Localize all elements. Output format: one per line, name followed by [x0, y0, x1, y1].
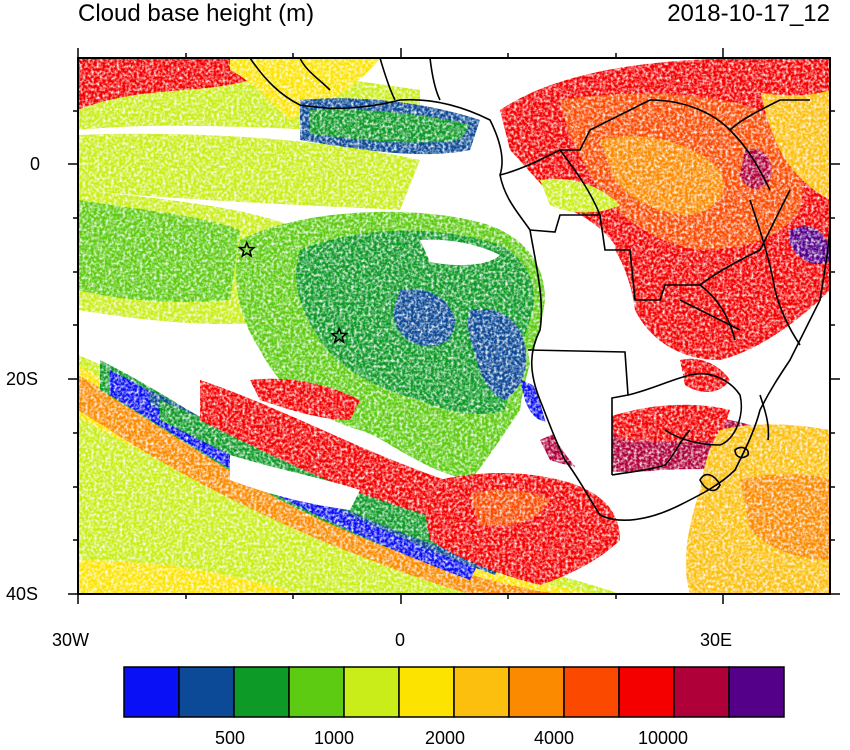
colorbar-box — [673, 666, 730, 718]
colorbar-box — [728, 666, 785, 718]
colorbar-box — [618, 666, 675, 718]
map-frame — [77, 57, 831, 595]
colorbar-label: 10000 — [638, 728, 689, 748]
colorbar-box — [288, 666, 345, 718]
x-tick-label: 0 — [395, 630, 406, 650]
y-tick-label: 0 — [30, 154, 41, 174]
x-tick-label: 30E — [700, 630, 733, 650]
star-markers — [237, 240, 349, 344]
star-marker-1 — [237, 240, 256, 258]
axis-ticks — [68, 48, 840, 604]
y-tick-label: 20S — [6, 369, 39, 389]
coastlines — [249, 58, 830, 521]
y-tick-label: 40S — [6, 584, 39, 604]
colorbar-label: 1000 — [314, 728, 355, 748]
colorbar-label: 500 — [215, 728, 246, 748]
colorbar-label: 2000 — [425, 728, 466, 748]
colorbar-box — [563, 666, 620, 718]
cloud-field — [78, 58, 830, 594]
colorbar — [123, 666, 785, 718]
x-tick-label: 30W — [52, 630, 90, 650]
colorbar-box — [398, 666, 455, 718]
map-title: Cloud base height (m) — [78, 0, 315, 27]
colorbar-box — [508, 666, 565, 718]
colorbar-box — [233, 666, 290, 718]
colorbar-box — [453, 666, 510, 718]
map-timestamp: 2018-10-17_12 — [667, 0, 830, 27]
colorbar-box — [178, 666, 235, 718]
colorbar-label: 4000 — [534, 728, 575, 748]
colorbar-box — [343, 666, 400, 718]
star-marker-2 — [330, 326, 349, 344]
colorbar-box — [123, 666, 180, 718]
